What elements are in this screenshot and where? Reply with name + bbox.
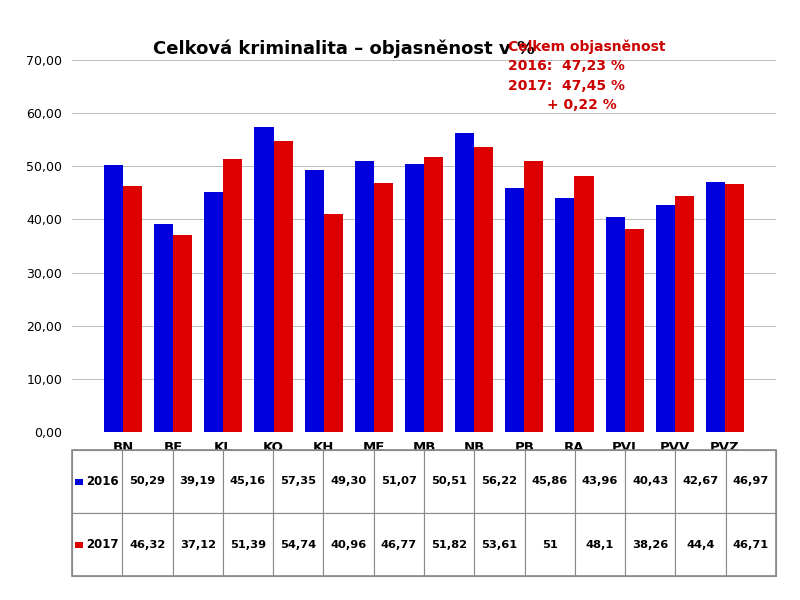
Text: 51: 51 [542, 539, 558, 550]
Bar [274, 141, 293, 432]
Text: Celková kriminalita – objasněnost v %: Celková kriminalita – objasněnost v % [153, 39, 535, 58]
Text: 50,29: 50,29 [130, 476, 166, 487]
Bar [656, 205, 674, 432]
Text: 57,35: 57,35 [280, 476, 316, 487]
Bar [324, 214, 342, 432]
Text: 46,77: 46,77 [381, 539, 417, 550]
Text: 56,22: 56,22 [482, 476, 518, 487]
Bar [204, 192, 223, 432]
Bar [606, 217, 625, 432]
Text: 2017: 2017 [86, 538, 119, 551]
Bar [254, 127, 274, 432]
Text: 54,74: 54,74 [280, 539, 316, 550]
Text: 39,19: 39,19 [179, 476, 216, 487]
Text: 50,51: 50,51 [431, 476, 467, 487]
Text: 46,32: 46,32 [130, 539, 166, 550]
Text: 46,71: 46,71 [733, 539, 769, 550]
Text: 48,1: 48,1 [586, 539, 614, 550]
Text: 43,96: 43,96 [582, 476, 618, 487]
Bar [474, 147, 494, 432]
Bar [706, 182, 725, 432]
Text: 53,61: 53,61 [482, 539, 518, 550]
Bar [104, 165, 123, 432]
Text: 2016: 2016 [86, 475, 119, 488]
Bar [625, 229, 644, 432]
Text: 37,12: 37,12 [180, 539, 216, 550]
Bar [405, 164, 424, 432]
Bar [174, 235, 192, 432]
Bar [506, 188, 524, 432]
Bar [223, 159, 242, 432]
Text: 44,4: 44,4 [686, 539, 714, 550]
Bar [354, 161, 374, 432]
Text: 42,67: 42,67 [682, 476, 718, 487]
Bar [374, 184, 393, 432]
Text: 45,86: 45,86 [531, 476, 568, 487]
Bar [123, 186, 142, 432]
Text: 40,96: 40,96 [330, 539, 366, 550]
Text: 51,07: 51,07 [381, 476, 417, 487]
Bar [674, 196, 694, 432]
Bar [305, 170, 324, 432]
Bar [725, 184, 744, 432]
Bar [555, 199, 574, 432]
Text: 38,26: 38,26 [632, 539, 669, 550]
Bar [154, 224, 174, 432]
Text: 45,16: 45,16 [230, 476, 266, 487]
Bar [424, 157, 443, 432]
Bar [455, 133, 474, 432]
Text: 49,30: 49,30 [330, 476, 366, 487]
Bar [574, 176, 594, 432]
Text: 46,97: 46,97 [733, 476, 769, 487]
Bar [524, 161, 543, 432]
Text: Celkem objasněnost
2016:  47,23 %
2017:  47,45 %
        + 0,22 %: Celkem objasněnost 2016: 47,23 % 2017: 4… [508, 39, 666, 112]
Text: 51,82: 51,82 [431, 539, 467, 550]
Text: 51,39: 51,39 [230, 539, 266, 550]
Text: 40,43: 40,43 [632, 476, 669, 487]
